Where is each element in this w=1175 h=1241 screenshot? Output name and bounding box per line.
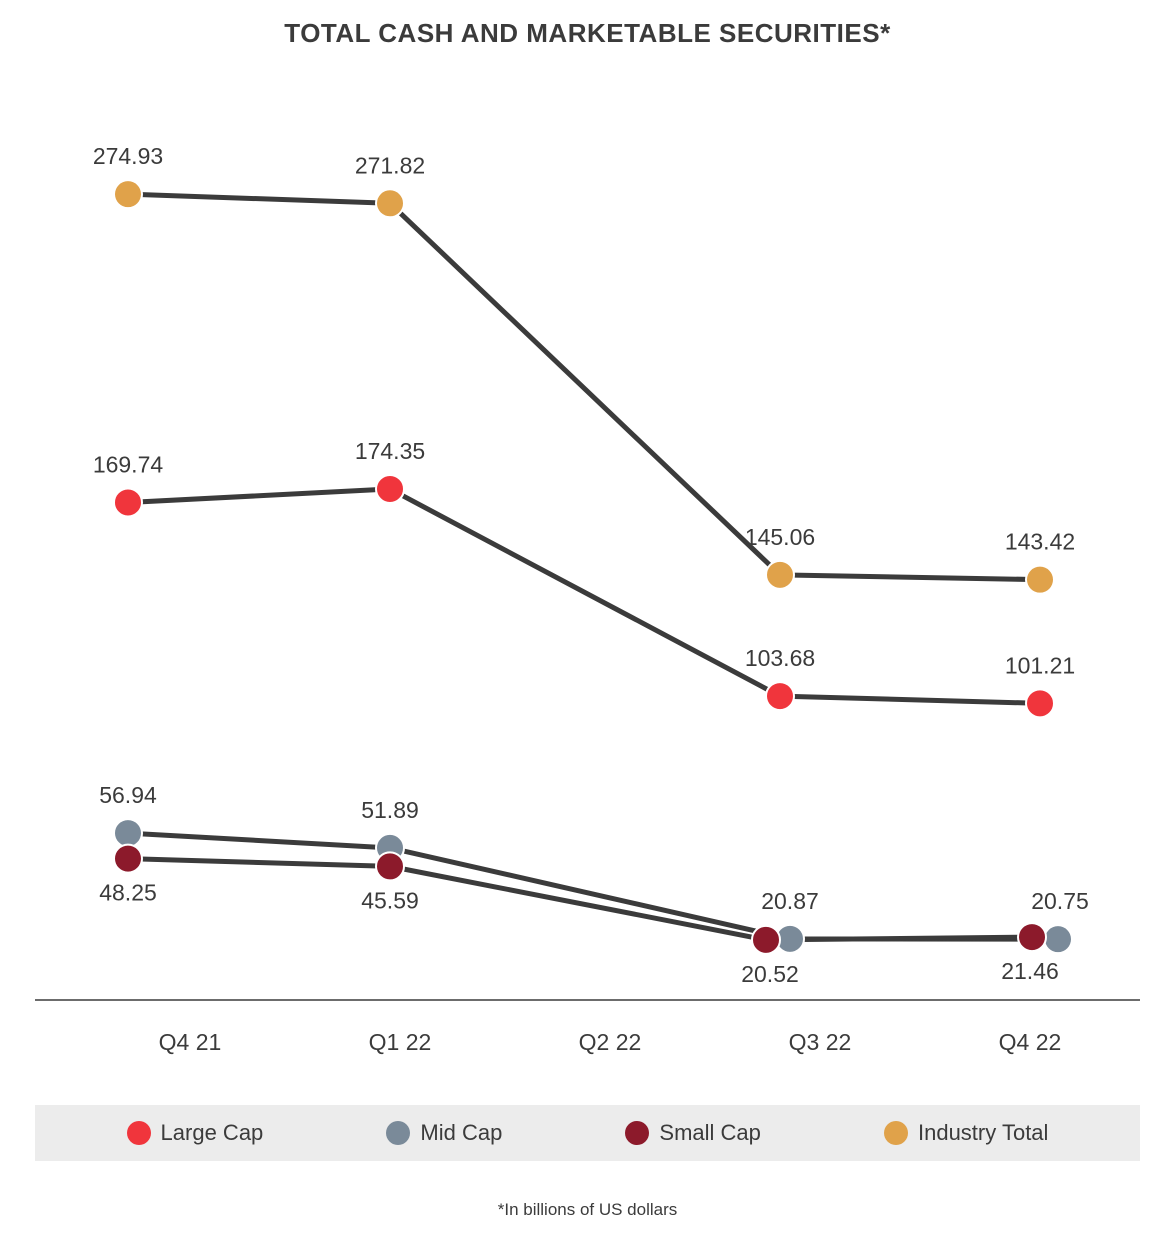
- legend-label: Mid Cap: [420, 1120, 502, 1146]
- data-point-marker: [114, 845, 142, 873]
- data-point-marker: [1026, 689, 1054, 717]
- data-point-label: 271.82: [355, 152, 425, 178]
- x-axis-label: Q4 21: [159, 1029, 222, 1055]
- legend-item: Large Cap: [127, 1120, 264, 1146]
- legend-label: Industry Total: [918, 1120, 1048, 1146]
- legend-item: Small Cap: [625, 1120, 760, 1146]
- data-point-label: 56.94: [99, 782, 157, 808]
- data-point-label: 20.52: [741, 961, 799, 987]
- data-point-label: 169.74: [93, 451, 164, 477]
- legend-dot-icon: [625, 1121, 649, 1145]
- legend-dot-icon: [884, 1121, 908, 1145]
- data-point-label: 51.89: [361, 797, 419, 823]
- data-point-label: 20.87: [761, 888, 819, 914]
- data-point-label: 145.06: [745, 524, 815, 550]
- data-point-marker: [752, 926, 780, 954]
- data-point-marker: [1018, 923, 1046, 951]
- data-point-label: 274.93: [93, 143, 163, 169]
- series-line: [128, 833, 1058, 939]
- series-line: [128, 489, 1040, 703]
- data-point-marker: [1044, 925, 1072, 953]
- x-axis-label: Q1 22: [369, 1029, 432, 1055]
- chart-footnote: *In billions of US dollars: [0, 1200, 1175, 1220]
- data-point-marker: [1026, 566, 1054, 594]
- chart-svg: 274.93 271.82 145.06 143.42 169.74 174.35 103.…: [0, 0, 1175, 1241]
- x-axis-label: Q2 22: [579, 1029, 642, 1055]
- legend-item: Mid Cap: [386, 1120, 502, 1146]
- data-point-marker: [376, 852, 404, 880]
- x-axis-label: Q3 22: [789, 1029, 852, 1055]
- legend: Large Cap Mid Cap Small Cap Industry Total: [35, 1105, 1140, 1161]
- legend-label: Small Cap: [659, 1120, 760, 1146]
- data-point-label: 143.42: [1005, 529, 1075, 555]
- data-point-marker: [376, 189, 404, 217]
- x-axis-label: Q4 22: [999, 1029, 1062, 1055]
- legend-item: Industry Total: [884, 1120, 1048, 1146]
- data-point-label: 21.46: [1001, 958, 1059, 984]
- data-point-marker: [376, 475, 404, 503]
- data-point-marker: [114, 488, 142, 516]
- data-point-label: 45.59: [361, 887, 419, 913]
- data-point-marker: [114, 819, 142, 847]
- data-point-marker: [114, 180, 142, 208]
- data-point-label: 101.21: [1005, 652, 1075, 678]
- series-line: [128, 194, 1040, 579]
- data-point-label: 20.75: [1031, 888, 1089, 914]
- data-point-label: 103.68: [745, 645, 815, 671]
- data-point-marker: [766, 561, 794, 589]
- data-point-label: 174.35: [355, 438, 425, 464]
- legend-label: Large Cap: [161, 1120, 264, 1146]
- data-point-marker: [766, 682, 794, 710]
- legend-dot-icon: [127, 1121, 151, 1145]
- data-point-label: 48.25: [99, 880, 157, 906]
- legend-dot-icon: [386, 1121, 410, 1145]
- chart-container: TOTAL CASH AND MARKETABLE SECURITIES* 27…: [0, 0, 1175, 1241]
- series-line: [128, 859, 1032, 940]
